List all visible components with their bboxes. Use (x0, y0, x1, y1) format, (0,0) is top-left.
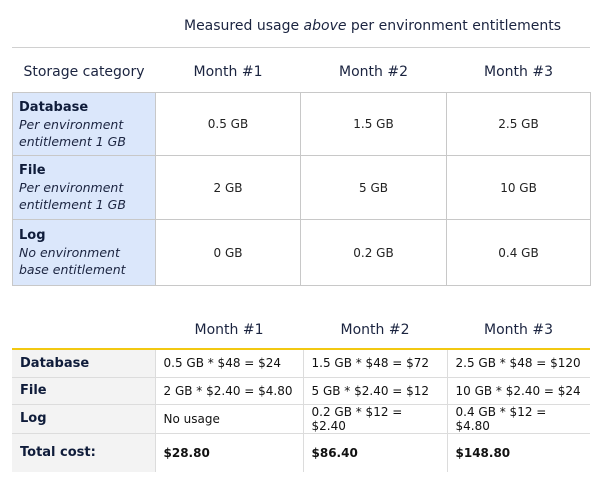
row-label: File (12, 377, 155, 405)
total-cell: $148.80 (446, 433, 590, 472)
total-row: Total cost: $28.80 $86.40 $148.80 (12, 433, 590, 472)
cost-cell: 0.4 GB * $12 = $4.80 (446, 404, 590, 434)
total-cell: $86.40 (302, 433, 447, 472)
usage-cell: 0.5 GB (155, 92, 301, 156)
cost-cell: 1.5 GB * $48 = $72 (302, 348, 447, 378)
column-header: Month #2 (339, 64, 408, 80)
column-header: Month #3 (484, 321, 553, 338)
row: Database 0.5 GB * $48 = $24 1.5 GB * $48 =… (12, 348, 590, 378)
usage-cell: 2 GB (155, 155, 301, 220)
cost-cell: 10 GB * $2.40 = $24 (446, 377, 590, 405)
cost-cell: 0.2 GB * $12 = $2.40 (302, 404, 447, 434)
usage-cell: 1.5 GB (300, 92, 447, 156)
usage-cell: 0.4 GB (446, 219, 591, 286)
cost-cell: 0.5 GB * $48 = $24 (154, 348, 303, 378)
row: Database Per environment entitlement 1 GB… (12, 92, 591, 156)
cost-cell: No usage (154, 404, 303, 434)
rule (12, 47, 590, 48)
column-header: Month #2 (340, 321, 410, 338)
usage-cell: 0 GB (155, 219, 301, 286)
column-header: Month #1 (194, 321, 264, 338)
total-label: Total cost: (12, 433, 155, 472)
usage-cell: 10 GB (446, 155, 591, 220)
cost-cell: 2.5 GB * $48 = $120 (446, 348, 590, 378)
usage-cell: 5 GB (300, 155, 447, 220)
category-cell: Database Per environment entitlement 1 GB (12, 92, 156, 156)
header-row: Storage category Month #1 Month #2 Month #3 (13, 52, 591, 93)
caption: Measured usage above per environment ent… (155, 18, 590, 34)
caption-text: per environment entitlements (346, 18, 562, 34)
blank-header (12, 311, 155, 349)
usage-table: Storage category Month #1 Month #2 Month #3… (12, 52, 591, 286)
total-cell: $28.80 (154, 433, 303, 472)
category-note: No environment base entitlement (19, 245, 126, 277)
row: File Per environment entitlement 1 GB 2 GB… (12, 155, 591, 220)
usage-cell: 2.5 GB (446, 92, 591, 156)
row: File 2 GB * $2.40 = $4.80 5 GB * $2.40 = $… (12, 377, 590, 405)
category-name: File (19, 163, 46, 178)
header-row: Month #1 Month #2 Month #3 (12, 311, 590, 349)
row-label: Database (12, 348, 155, 378)
category-cell: Log No environment base entitlement (12, 219, 156, 286)
caption-text: Measured usage (183, 18, 304, 34)
caption-emphasis: above (303, 18, 347, 34)
category-name: Database (19, 99, 89, 115)
category-cell: File Per environment entitlement 1 GB (12, 155, 156, 220)
usage-cell: 0.2 GB (300, 219, 447, 286)
row: Log No usage 0.2 GB * $12 = $2.40 0.4 GB * … (12, 404, 590, 434)
row: Log No environment base entitlement 0 GB 0.… (12, 219, 591, 286)
cost-cell: 5 GB * $2.40 = $12 (302, 377, 447, 405)
cost-cell: 2 GB * $2.40 = $4.80 (154, 377, 303, 405)
row-label: Log (12, 404, 155, 434)
column-header: Month #1 (193, 64, 263, 80)
column-header: Storage category (23, 64, 145, 80)
category-note: Per environment entitlement 1 GB (19, 180, 126, 212)
category-name: Log (19, 228, 46, 243)
cost-table: Month #1 Month #2 Month #3 Database 0.5 GB … (12, 311, 590, 472)
category-note: Per environment entitlement 1 GB (19, 116, 126, 149)
column-header: Month #3 (484, 64, 553, 80)
